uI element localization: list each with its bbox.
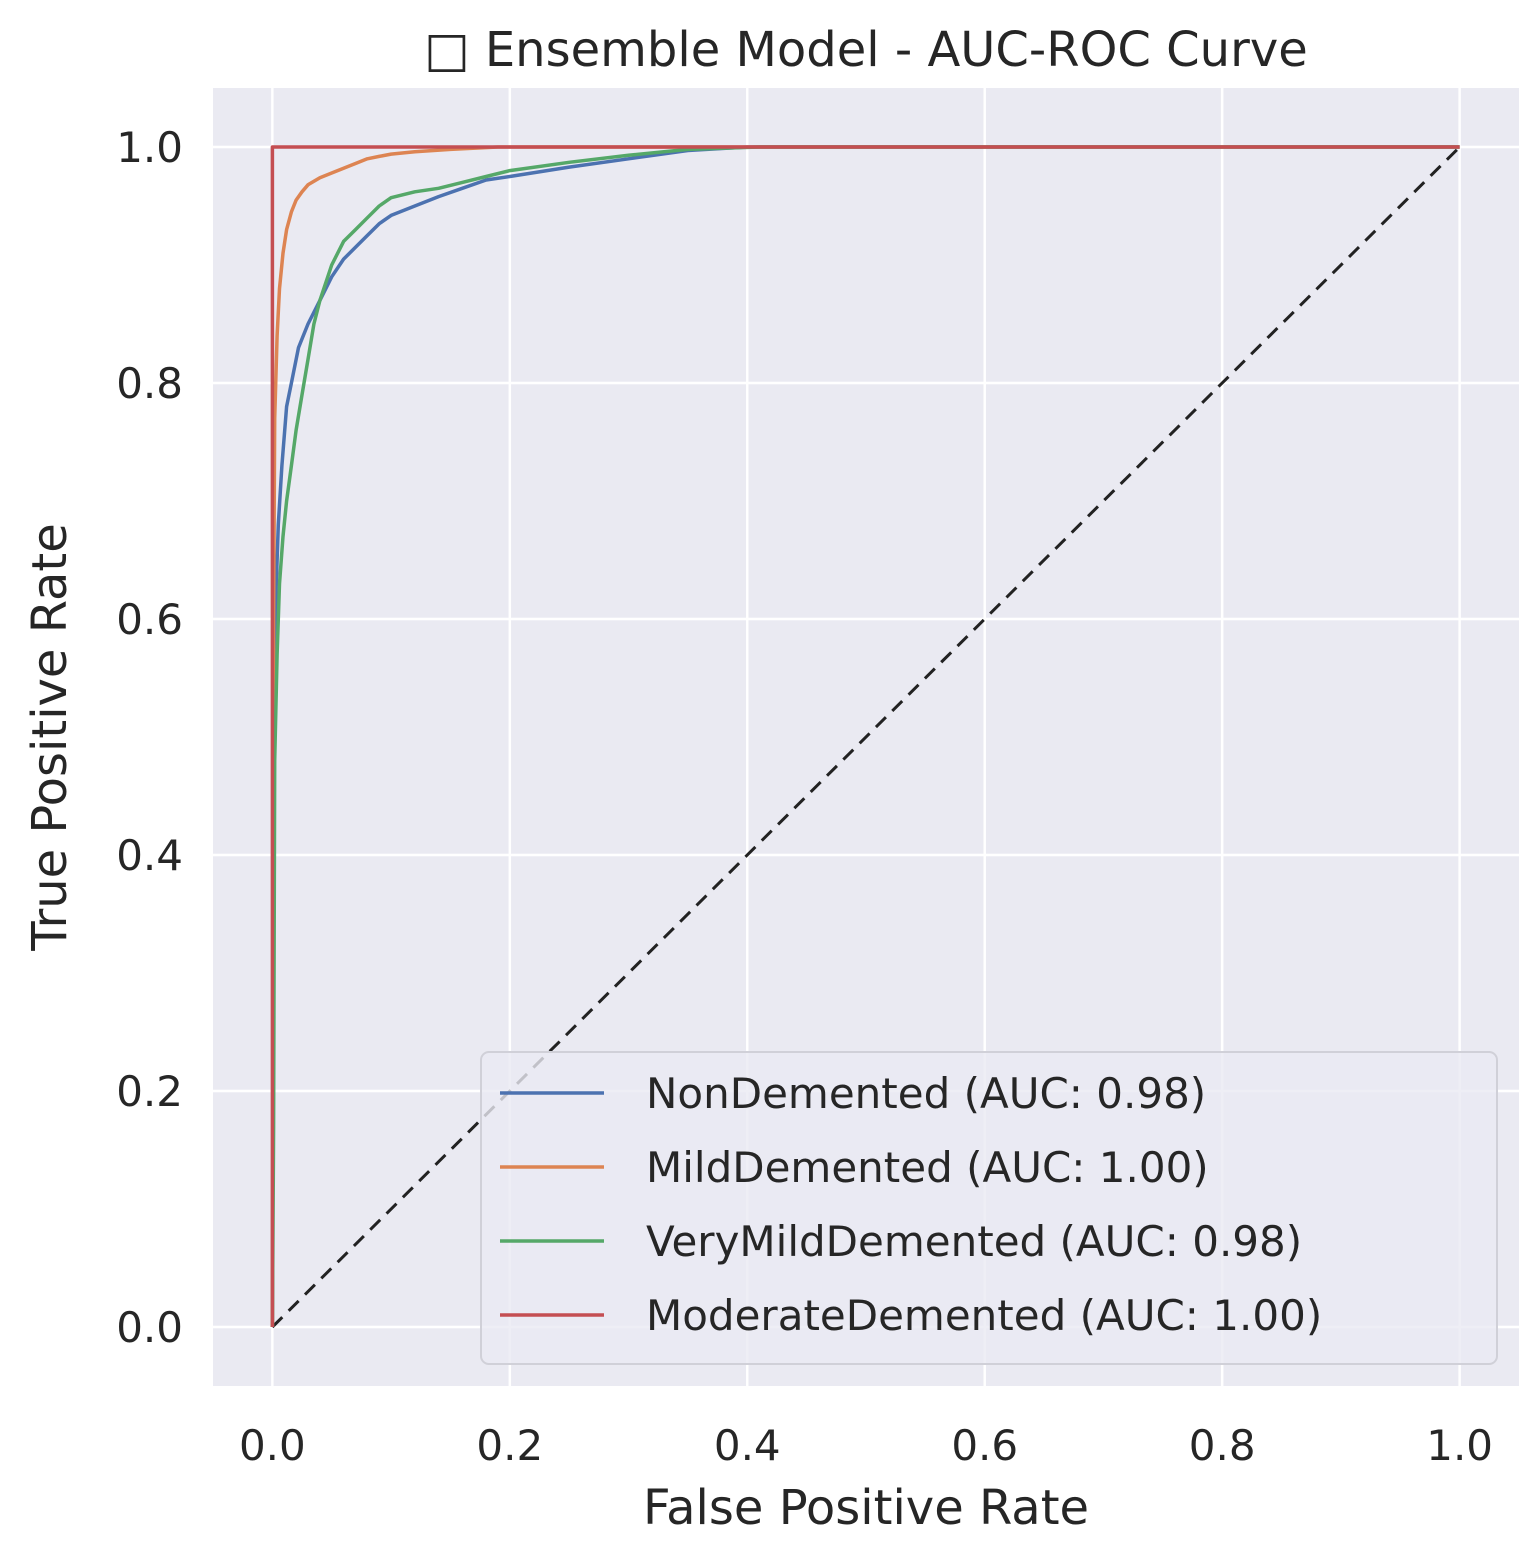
y-axis-label: True Positive Rate (22, 523, 78, 952)
y-tick-label: 1.0 (116, 123, 183, 172)
grid-lines (213, 88, 1519, 1386)
roc-curve-series-1 (270, 145, 1460, 1328)
legend: NonDemented (AUC: 0.98) MildDemented (AUC… (480, 1051, 1498, 1365)
x-tick-label: 0.0 (239, 1421, 306, 1470)
x-axis-ticks: 0.0 0.2 0.4 0.6 0.8 1.0 (239, 1421, 1493, 1470)
roc-curve-series-3 (270, 145, 1460, 1328)
roc-curve-series-2 (270, 145, 1460, 1328)
y-tick-label: 0.0 (116, 1303, 183, 1352)
y-tick-label: 0.2 (116, 1067, 183, 1116)
y-tick-label: 0.8 (116, 359, 183, 408)
chart-title: □ Ensemble Model - AUC-ROC Curve (424, 22, 1308, 78)
roc-curves (270, 145, 1460, 1328)
x-tick-label: 0.2 (476, 1421, 543, 1470)
y-axis-ticks: 0.0 0.2 0.4 0.6 0.8 1.0 (116, 123, 183, 1352)
x-tick-label: 1.0 (1426, 1421, 1493, 1470)
x-tick-label: 0.8 (1189, 1421, 1256, 1470)
legend-label: NonDemented (AUC: 0.98) (646, 1069, 1206, 1118)
chance-diagonal-line (271, 145, 1461, 1329)
legend-label: MildDemented (AUC: 1.00) (646, 1143, 1209, 1192)
x-tick-label: 0.6 (951, 1421, 1018, 1470)
y-tick-label: 0.6 (116, 595, 183, 644)
legend-label: VeryMildDemented (AUC: 0.98) (646, 1217, 1302, 1266)
x-tick-label: 0.4 (714, 1421, 781, 1470)
x-axis-label: False Positive Rate (643, 1480, 1089, 1536)
legend-box (480, 1051, 1498, 1365)
y-tick-label: 0.4 (116, 831, 183, 880)
legend-label: ModerateDemented (AUC: 1.00) (646, 1291, 1322, 1340)
roc-curve-series-4 (270, 145, 1460, 1327)
